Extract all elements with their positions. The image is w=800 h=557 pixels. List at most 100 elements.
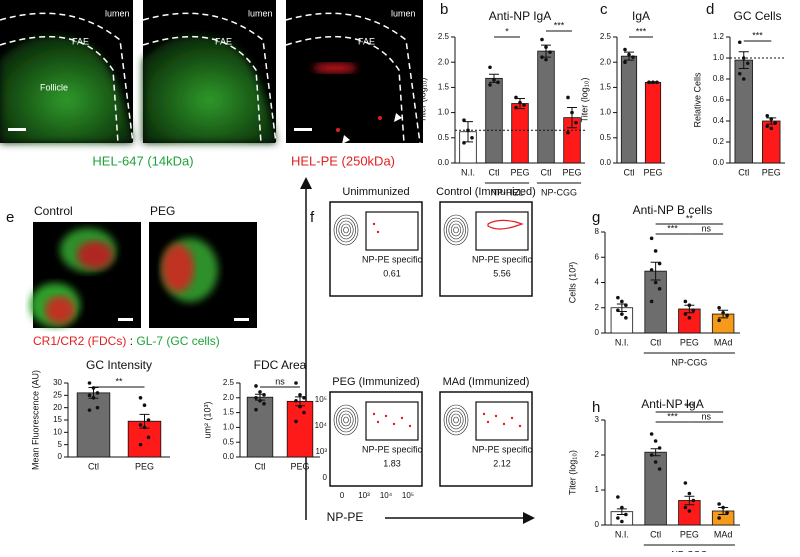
y-tick-label: 8	[595, 227, 600, 236]
chart-title: IgA	[632, 9, 650, 23]
caption-sep: :	[130, 334, 133, 348]
image-label: FAE	[215, 36, 232, 46]
gate-label: NP-PE specific	[472, 254, 533, 264]
data-point	[769, 126, 774, 131]
x-tick-label: 0	[340, 491, 345, 500]
data-point	[95, 391, 100, 395]
y-tick-label: 1.5	[223, 408, 235, 417]
y-tick-label: 2.0	[438, 57, 450, 66]
y-axis-label: Titer (log₁₀)	[579, 78, 589, 123]
data-point	[765, 113, 770, 118]
data-point	[616, 295, 620, 300]
y-tick-label: 3	[595, 415, 600, 424]
y-tick-label: 0.0	[438, 158, 450, 167]
data-point	[687, 509, 692, 513]
significance-label: ns	[701, 411, 711, 421]
data-point	[717, 502, 721, 506]
x-tick-label: PEG	[680, 529, 699, 539]
error-bar	[738, 51, 749, 69]
plot-title: Unimmunized	[342, 186, 409, 198]
x-tick-label: Ctl	[650, 529, 661, 539]
caption-red: CR1/CR2 (FDCs)	[33, 334, 126, 348]
contour	[453, 416, 459, 424]
error-bar	[139, 413, 150, 429]
x-tick-label: PEG	[680, 337, 699, 347]
data-point	[649, 453, 654, 457]
y-tick-label: 0	[58, 452, 63, 461]
significance-label: ***	[667, 223, 678, 233]
error-bar	[255, 393, 265, 401]
data-point	[616, 516, 620, 520]
data-point	[470, 136, 474, 140]
data-point	[462, 118, 466, 122]
y-tick-label: 0	[595, 328, 600, 337]
plot-title: MAd (Immunized)	[443, 376, 530, 388]
gate	[475, 401, 529, 441]
data-point	[87, 381, 92, 385]
significance-label: ns	[275, 376, 285, 386]
data-point	[548, 50, 552, 54]
x-tick-label: PEG	[290, 461, 309, 471]
error-bar	[766, 117, 777, 125]
x-axis-label: NP-PE	[327, 510, 364, 524]
data-point	[653, 249, 658, 253]
event	[376, 420, 380, 424]
contour	[336, 407, 356, 433]
data-point	[653, 439, 658, 443]
y-tick-label: 1.0	[438, 108, 450, 117]
data-point	[623, 60, 627, 64]
y-tick-label: 1.0	[223, 423, 235, 432]
micrograph	[149, 222, 257, 328]
contour	[333, 214, 359, 246]
micrograph	[0, 0, 134, 144]
contour	[450, 223, 462, 237]
data-point	[655, 80, 659, 85]
data-point	[302, 410, 306, 415]
y-tick-label: 2.5	[438, 32, 450, 41]
data-point	[657, 287, 662, 291]
error-bar	[616, 508, 627, 515]
chart-title: GC Cells	[733, 9, 781, 23]
micrograph	[285, 0, 423, 144]
bar	[76, 392, 111, 458]
data-point	[566, 95, 570, 100]
data-point	[683, 299, 688, 304]
data-point	[657, 467, 662, 471]
y-tick-label: 2.5	[223, 378, 235, 387]
data-point	[142, 403, 147, 408]
y-tick-label: 0.5	[600, 133, 612, 142]
data-point	[717, 516, 721, 520]
error-bar	[684, 495, 695, 506]
error-bar	[616, 303, 627, 313]
x-tick-label: Ctl	[88, 461, 99, 471]
chart-title: Anti-NP B cells	[633, 203, 713, 217]
y-tick-label: 30	[53, 378, 62, 387]
data-point	[657, 446, 662, 450]
significance-label: **	[686, 213, 694, 223]
y-tick-label: 0.5	[223, 437, 235, 446]
data-point	[298, 393, 302, 397]
data-point	[254, 384, 258, 388]
contour	[333, 404, 359, 436]
data-point	[717, 318, 721, 323]
data-point	[294, 381, 298, 385]
y-tick-label: 10⁴	[315, 421, 328, 430]
significance-label: ***	[684, 401, 695, 411]
data-point	[254, 396, 258, 400]
micrograph	[142, 0, 277, 144]
data-point	[574, 120, 578, 125]
event	[376, 230, 380, 234]
event	[494, 414, 498, 418]
significance-label: **	[115, 376, 123, 386]
significance-label: ***	[636, 26, 647, 36]
significance-label: ns	[701, 223, 711, 233]
contour	[343, 226, 349, 234]
data-point	[138, 396, 143, 400]
error-bar	[650, 448, 661, 457]
data-point	[258, 390, 262, 394]
data-point	[649, 299, 654, 304]
gate-label: NP-PE specific	[362, 254, 423, 264]
x-tick-label: MAd	[714, 337, 733, 347]
plot-title: Control (Immunized)	[436, 186, 536, 198]
x-tick-label: MAd	[714, 529, 733, 539]
